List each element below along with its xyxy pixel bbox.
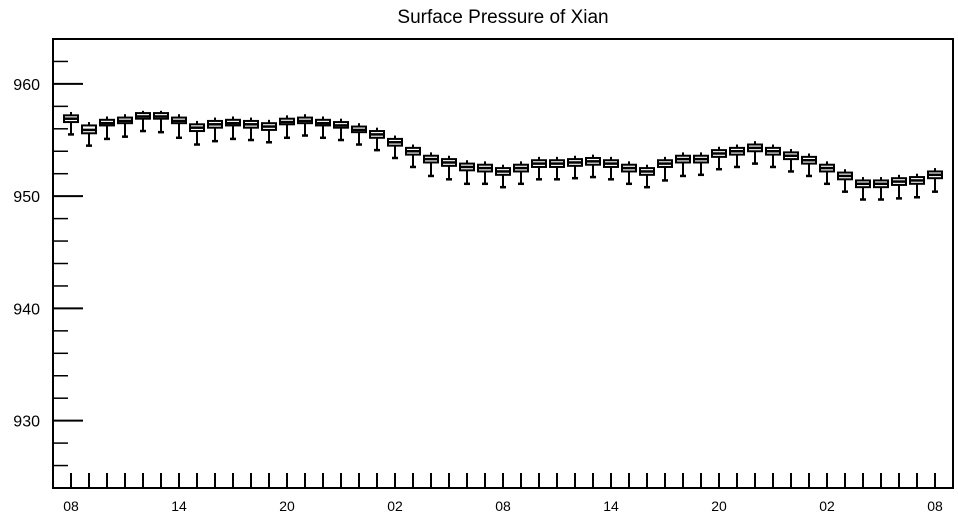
- plot-frame: [52, 38, 954, 489]
- box-mark: [387, 135, 403, 160]
- box-mark: [675, 152, 691, 178]
- box-mark: [927, 168, 943, 193]
- box-mark: [63, 111, 79, 136]
- box-mark: [207, 117, 223, 143]
- box-mark: [783, 149, 799, 173]
- box-mark: [459, 160, 475, 186]
- box-mark: [261, 119, 277, 144]
- box-mark: [135, 110, 151, 133]
- box-mark: [423, 152, 439, 178]
- box-mark: [891, 174, 907, 200]
- box-mark: [819, 161, 835, 186]
- x-tick-label: 14: [603, 498, 619, 514]
- box-mark: [855, 177, 871, 201]
- box-mark: [837, 169, 853, 193]
- box-mark: [297, 114, 313, 137]
- y-tick-label: 960: [13, 77, 40, 94]
- x-tick-label: 20: [279, 498, 295, 514]
- x-tick-label: 08: [495, 498, 511, 514]
- box-mark: [747, 141, 763, 165]
- box-mark: [189, 120, 205, 146]
- x-tick-label: 08: [63, 498, 79, 514]
- box-mark: [567, 155, 583, 180]
- x-tick-label: 08: [927, 498, 943, 514]
- x-tick-label: 02: [819, 498, 835, 514]
- box-mark: [369, 127, 385, 152]
- x-tick-label: 14: [171, 498, 187, 514]
- box-mark: [585, 154, 601, 179]
- box-mark: [171, 114, 187, 140]
- box-mark: [549, 156, 565, 181]
- x-tick-label: 02: [387, 498, 403, 514]
- box-mark: [333, 118, 349, 142]
- box-mark: [765, 144, 781, 169]
- box-mark: [225, 116, 241, 141]
- box-mark: [639, 164, 655, 189]
- box-mark: [99, 116, 115, 141]
- box-mark: [513, 161, 529, 186]
- box-mark: [117, 114, 133, 138]
- box-mark: [81, 122, 97, 147]
- box-mark: [243, 117, 259, 142]
- box-mark: [405, 144, 421, 169]
- box-mark: [711, 146, 727, 171]
- box-mark: [909, 173, 925, 199]
- box-mark: [801, 153, 817, 178]
- y-tick-label: 930: [13, 414, 40, 431]
- box-mark: [279, 115, 295, 140]
- box-mark: [495, 164, 511, 189]
- box-mark: [531, 156, 547, 181]
- box-mark: [315, 116, 331, 140]
- boxes-layer: [63, 110, 943, 201]
- box-mark: [693, 152, 709, 177]
- box-mark: [873, 177, 889, 201]
- box-mark: [603, 156, 619, 181]
- x-tick-label: 20: [711, 498, 727, 514]
- chart-title: Surface Pressure of Xian: [397, 7, 608, 28]
- box-mark: [477, 161, 493, 186]
- y-tick-label: 950: [13, 189, 40, 206]
- box-mark: [441, 155, 457, 181]
- box-mark: [729, 144, 745, 169]
- box-mark: [657, 156, 673, 182]
- y-tick-label: 940: [13, 301, 40, 318]
- axes-layer: 930 940 950 960 08 14 20 02 08 14 20 02 08: [13, 38, 943, 514]
- box-mark: [621, 161, 637, 186]
- box-mark: [153, 110, 169, 134]
- box-mark: [351, 123, 367, 146]
